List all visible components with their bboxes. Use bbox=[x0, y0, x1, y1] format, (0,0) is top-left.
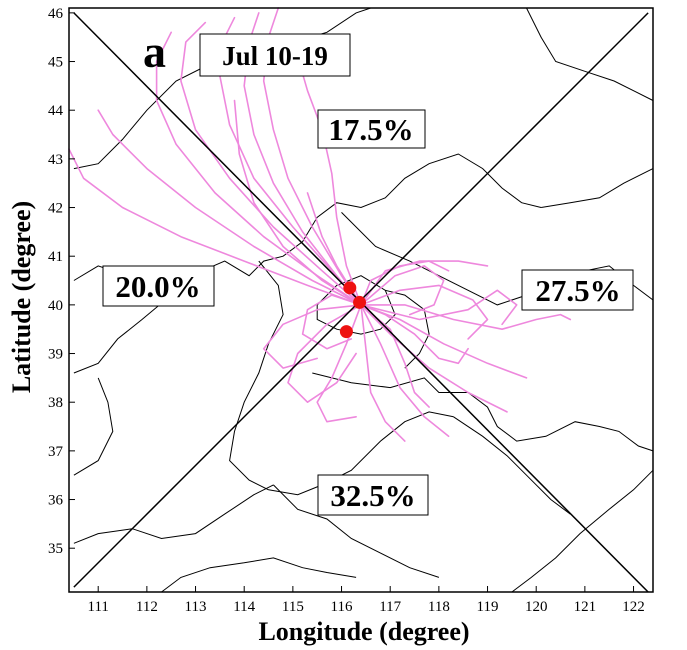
x-tick-label: 114 bbox=[233, 599, 255, 615]
site-marker bbox=[343, 281, 357, 295]
trajectory-line bbox=[97, 109, 362, 306]
sector-box-west: 20.0% bbox=[102, 265, 215, 307]
trajectory-line bbox=[301, 294, 362, 350]
x-tick-label: 122 bbox=[622, 599, 645, 615]
boundary-line bbox=[73, 484, 274, 544]
boundary-line bbox=[73, 377, 114, 476]
y-tick-label: 40 bbox=[48, 298, 63, 314]
x-axis-title: Longitude (degree) bbox=[258, 617, 469, 646]
boundary-line bbox=[511, 469, 654, 593]
site-marker-layer bbox=[339, 281, 367, 339]
trajectory-line bbox=[180, 21, 362, 306]
period-box: Jul 10-19 bbox=[199, 33, 351, 77]
boundary-line bbox=[541, 168, 654, 208]
boundary-line bbox=[229, 260, 284, 491]
panel-letter: a bbox=[143, 26, 166, 77]
boundary-line bbox=[526, 7, 654, 101]
sector-label-south: 32.5% bbox=[330, 478, 415, 513]
site-marker bbox=[353, 295, 367, 309]
trajectory-layer bbox=[68, 7, 572, 442]
y-tick-label: 41 bbox=[48, 249, 63, 265]
sector-box-north: 17.5% bbox=[317, 109, 426, 149]
y-axis-title: Latitude (degree) bbox=[7, 201, 36, 393]
x-tick-label: 118 bbox=[428, 599, 450, 615]
x-tick-layer: 111 112 113 114 115 116 117 118 119 120 121 122 bbox=[88, 586, 645, 615]
y-tick-label: 43 bbox=[48, 152, 63, 168]
x-tick-label: 117 bbox=[379, 599, 401, 615]
site-marker bbox=[339, 325, 353, 339]
boundary-line bbox=[341, 212, 654, 306]
trajectory-line bbox=[360, 284, 489, 340]
sector-box-south: 32.5% bbox=[317, 474, 429, 516]
x-tick-label: 120 bbox=[525, 599, 548, 615]
trajectory-line bbox=[360, 304, 450, 438]
sector-label-east: 27.5% bbox=[535, 273, 620, 308]
x-tick-label: 111 bbox=[88, 599, 109, 615]
y-tick-label: 37 bbox=[48, 444, 64, 460]
x-tick-label: 112 bbox=[136, 599, 158, 615]
plot-frame bbox=[68, 7, 654, 593]
trajectory-line bbox=[262, 304, 362, 369]
trajectory-line bbox=[287, 304, 362, 403]
period-label: Jul 10-19 bbox=[222, 41, 328, 71]
trajectory-line bbox=[360, 304, 406, 442]
trajectory-line bbox=[360, 304, 469, 365]
y-tick-label: 46 bbox=[48, 6, 64, 22]
sector-label-north: 17.5% bbox=[328, 112, 413, 147]
trajectory-line bbox=[233, 99, 362, 306]
boundary-line bbox=[312, 372, 654, 452]
boundary-line bbox=[385, 289, 430, 369]
trajectory-line bbox=[360, 289, 518, 326]
trajectory-line bbox=[360, 304, 508, 413]
x-tick-label: 113 bbox=[185, 599, 207, 615]
x-tick-label: 119 bbox=[477, 599, 499, 615]
x-tick-label: 116 bbox=[331, 599, 353, 615]
trajectory-line bbox=[360, 304, 528, 379]
trajectory-line bbox=[360, 260, 489, 306]
y-tick-layer: 35 36 37 38 39 40 41 42 43 44 45 46 bbox=[48, 6, 75, 557]
x-tick-label: 121 bbox=[574, 599, 597, 615]
sector-box-east: 27.5% bbox=[521, 269, 634, 311]
boundary-line bbox=[273, 484, 440, 578]
boundary-line bbox=[268, 411, 454, 496]
trajectory-line bbox=[360, 304, 572, 330]
boundary-line bbox=[453, 416, 571, 515]
trajectory-line bbox=[296, 55, 362, 306]
y-tick-label: 36 bbox=[48, 493, 64, 509]
y-tick-label: 42 bbox=[48, 201, 63, 217]
sector-label-west: 20.0% bbox=[115, 269, 200, 304]
trajectory-line bbox=[360, 265, 445, 316]
y-tick-label: 35 bbox=[48, 541, 63, 557]
y-tick-label: 38 bbox=[48, 395, 63, 411]
boundary-line bbox=[161, 557, 357, 593]
y-tick-label: 45 bbox=[48, 55, 63, 71]
trajectory-line bbox=[68, 148, 362, 306]
x-tick-label: 115 bbox=[282, 599, 304, 615]
y-tick-label: 44 bbox=[48, 103, 64, 119]
trajectory-line bbox=[360, 260, 450, 306]
y-tick-label: 39 bbox=[48, 347, 63, 363]
